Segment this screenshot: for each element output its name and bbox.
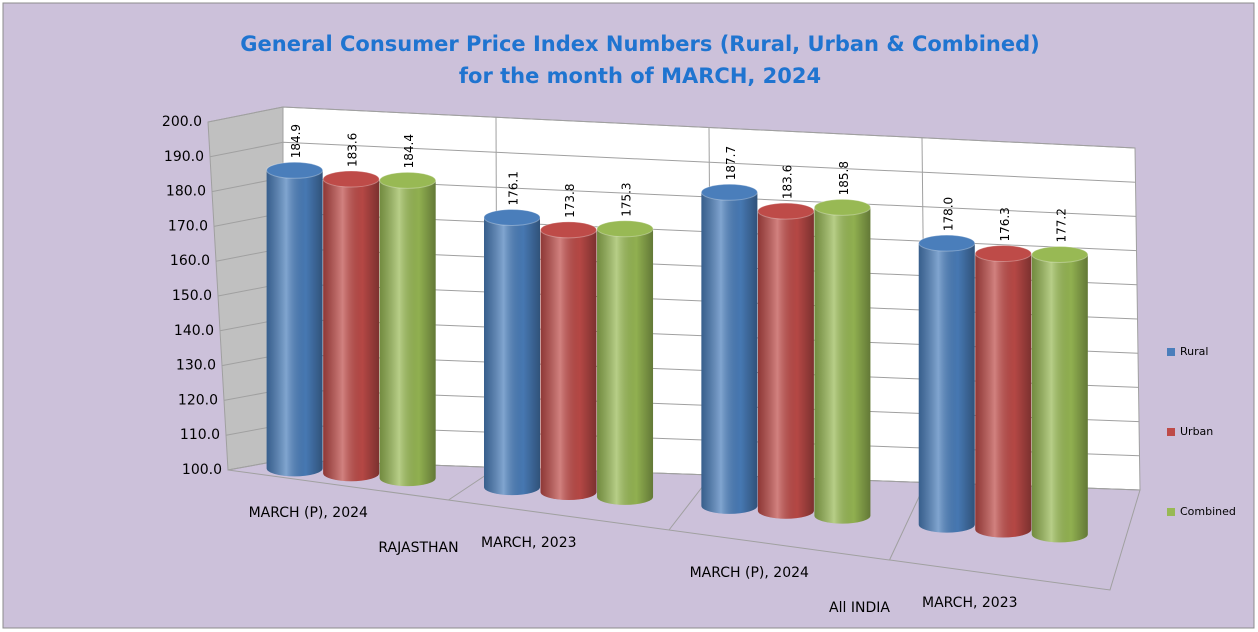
cylinder-top <box>596 220 654 238</box>
y-tick-label: 120.0 <box>178 392 218 408</box>
group-label: RAJASTHAN <box>378 540 458 556</box>
cylinder-shade <box>975 253 1032 538</box>
grid-line <box>209 141 1136 183</box>
y-tick-label: 200.0 <box>162 114 202 130</box>
y-tick-label: 100.0 <box>182 462 222 478</box>
x-tick-label: MARCH (P), 2024 <box>690 565 809 581</box>
legend-swatch <box>1167 508 1175 516</box>
chart-subtitle: for the month of MARCH, 2024 <box>459 64 821 88</box>
legend-label: Combined <box>1180 505 1236 518</box>
data-label: 187.7 <box>724 146 738 180</box>
legend-label: Rural <box>1180 345 1208 358</box>
x-tick-label: MARCH (P), 2024 <box>249 505 368 521</box>
data-label: 176.1 <box>507 171 521 205</box>
y-tick-label: 170.0 <box>168 218 208 234</box>
cylinder-shade <box>540 229 597 500</box>
cylinder-shade <box>597 228 654 505</box>
data-label: 183.6 <box>780 165 794 199</box>
cylinder-top <box>322 170 380 188</box>
y-tick-label: 130.0 <box>176 358 216 374</box>
cylinder-shade <box>266 170 323 477</box>
cylinder-top <box>266 161 324 179</box>
y-tick-label: 190.0 <box>164 149 204 165</box>
data-label: 185.8 <box>837 161 851 195</box>
data-label: 177.2 <box>1054 208 1068 242</box>
data-label: 183.6 <box>346 133 360 167</box>
cylinder-top <box>1031 246 1089 264</box>
cylinder-top <box>974 245 1032 263</box>
legend-label: Urban <box>1180 425 1213 438</box>
cylinder-top <box>379 171 437 189</box>
data-label: 184.9 <box>289 124 303 158</box>
cylinder-shade <box>379 180 436 487</box>
data-label: 175.3 <box>620 182 634 216</box>
legend-swatch <box>1167 428 1175 436</box>
y-tick-label: 140.0 <box>174 323 214 339</box>
cylinder-shade <box>484 217 541 496</box>
grid-line <box>207 106 1136 149</box>
x-tick-label: MARCH, 2023 <box>481 535 577 551</box>
group-label: All INDIA <box>829 600 890 616</box>
cylinder-top <box>918 234 976 252</box>
cylinder-shade <box>701 192 758 514</box>
cylinder-shade <box>918 243 975 533</box>
data-label: 173.8 <box>563 184 577 218</box>
cylinder-top <box>700 183 758 201</box>
chart-title: General Consumer Price Index Numbers (Ru… <box>240 32 1039 56</box>
cylinder-shade <box>1031 254 1088 543</box>
cylinder-top <box>813 198 871 216</box>
y-tick-label: 180.0 <box>166 184 206 200</box>
y-tick-label: 160.0 <box>170 253 210 269</box>
cylinder-top <box>483 208 541 226</box>
cylinder-shade <box>757 211 814 519</box>
data-label: 176.3 <box>998 207 1012 241</box>
legend-swatch <box>1167 348 1175 356</box>
cylinder-top <box>757 202 815 220</box>
data-label: 184.4 <box>402 134 416 168</box>
y-tick-label: 110.0 <box>180 427 220 443</box>
cylinder-top <box>540 221 598 239</box>
x-tick-label: MARCH, 2023 <box>922 595 1018 611</box>
cylinder-shade <box>814 207 871 524</box>
data-label: 178.0 <box>941 197 955 231</box>
cylinder-shade <box>323 179 380 482</box>
y-tick-label: 150.0 <box>172 288 212 304</box>
